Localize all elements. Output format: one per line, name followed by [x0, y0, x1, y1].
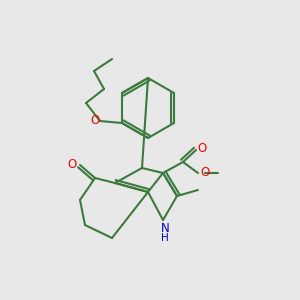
Text: O: O [68, 158, 76, 170]
Text: N: N [160, 221, 169, 235]
Text: O: O [90, 113, 100, 127]
Text: O: O [200, 167, 210, 179]
Text: H: H [161, 233, 169, 243]
Text: O: O [197, 142, 207, 155]
